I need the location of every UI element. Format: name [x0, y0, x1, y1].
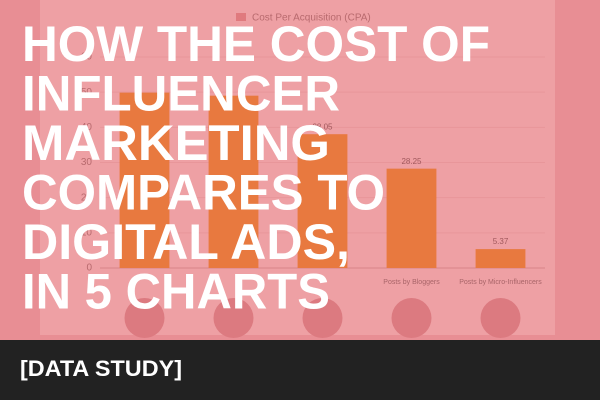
headline-line: DIGITAL ADS,: [22, 214, 350, 270]
headline-line: IN 5 CHARTS: [22, 264, 330, 320]
y-tick-label: 40: [81, 122, 93, 133]
y-tick-label: 10: [81, 227, 93, 238]
data-label: 5.37: [493, 237, 509, 246]
banner-bar: [0, 340, 600, 400]
bar: [119, 92, 170, 268]
banner-text: [DATA STUDY]: [20, 356, 182, 381]
legend-label: Cost Per Acquisition (CPA): [252, 13, 371, 24]
headline-line: HOW THE COST OF: [22, 16, 490, 72]
icon-circle: [124, 298, 165, 338]
bar: [208, 95, 259, 268]
icon-circle: [302, 298, 343, 338]
bar: [386, 168, 437, 268]
y-tick-label: 60: [81, 52, 93, 63]
icon-circle: [213, 298, 254, 338]
y-tick-label: 50: [81, 87, 93, 98]
x-tick-label: Posts by Micro-Influencers: [459, 279, 542, 286]
headline-line: MARKETING: [22, 115, 330, 171]
y-tick-label: 30: [81, 157, 93, 168]
legend-swatch: [236, 13, 246, 21]
x-tick-label: Posts by Bloggers: [383, 279, 440, 286]
data-label: 38.05: [312, 122, 333, 131]
headline-line: COMPARES TO: [22, 165, 385, 221]
data-label: 28.25: [401, 157, 422, 166]
bar: [475, 249, 526, 268]
icon-circle: [480, 298, 521, 338]
y-tick-label: 0: [86, 263, 92, 274]
icon-circle: [391, 298, 432, 338]
bar: [297, 134, 348, 268]
y-tick-label: 20: [81, 192, 93, 203]
headline-line: INFLUENCER: [22, 66, 340, 122]
